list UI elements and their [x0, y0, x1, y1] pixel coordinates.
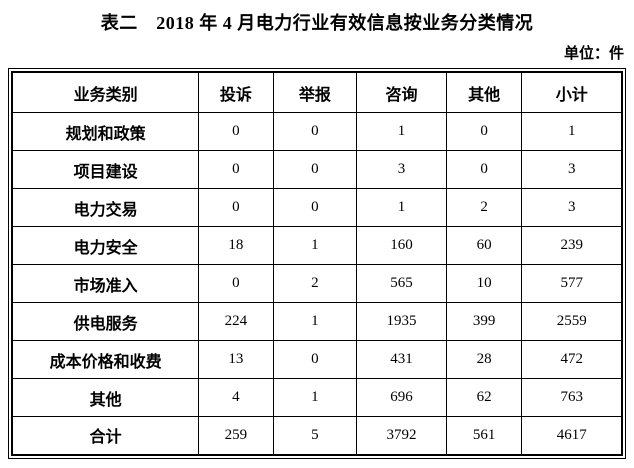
value-cell: 763 — [521, 378, 623, 417]
value-cell: 561 — [445, 416, 523, 455]
value-cell: 696 — [356, 378, 447, 417]
value-cell: 1 — [272, 226, 358, 265]
table-row: 规划和政策 0 0 1 0 1 — [11, 112, 623, 151]
value-cell: 10 — [445, 264, 523, 303]
value-cell: 1 — [272, 378, 358, 417]
value-cell: 1 — [272, 302, 358, 341]
value-cell: 431 — [356, 340, 447, 379]
value-cell: 2 — [445, 188, 523, 227]
value-cell: 3792 — [356, 416, 447, 455]
row-label-cell: 成本价格和收费 — [11, 340, 200, 379]
value-cell: 565 — [356, 264, 447, 303]
table-row: 市场准入 0 2 565 10 577 — [11, 264, 623, 303]
value-cell: 3 — [356, 150, 447, 189]
value-cell: 399 — [445, 302, 523, 341]
row-label-cell: 市场准入 — [11, 264, 200, 303]
row-label-cell: 电力交易 — [11, 188, 200, 227]
table-row: 成本价格和收费 13 0 431 28 472 — [11, 340, 623, 379]
value-cell: 13 — [198, 340, 274, 379]
column-header-category: 业务类别 — [11, 71, 200, 113]
value-cell: 0 — [198, 112, 274, 151]
value-cell: 60 — [445, 226, 523, 265]
value-cell: 0 — [445, 150, 523, 189]
value-cell: 0 — [198, 188, 274, 227]
value-cell: 0 — [198, 150, 274, 189]
row-label-cell: 合计 — [11, 416, 200, 455]
column-header-subtotal: 小计 — [521, 71, 623, 113]
unit-label: 单位：件 — [563, 46, 624, 62]
value-cell: 239 — [521, 226, 623, 265]
table-row: 其他 4 1 696 62 763 — [11, 378, 623, 417]
table-row: 合计 259 5 3792 561 4617 — [11, 416, 623, 455]
value-cell: 224 — [198, 302, 274, 341]
page-title: 表二 2018 年 4 月电力行业有效信息按业务分类情况 — [100, 13, 534, 33]
value-cell: 18 — [198, 226, 274, 265]
table-row: 电力安全 18 1 160 60 239 — [11, 226, 623, 265]
value-cell: 0 — [198, 264, 274, 303]
row-label-cell: 供电服务 — [11, 302, 200, 341]
column-header-complaints: 投诉 — [198, 71, 274, 113]
value-cell: 1 — [356, 188, 447, 227]
column-header-inquiries: 咨询 — [356, 71, 447, 113]
value-cell: 3 — [521, 188, 623, 227]
value-cell: 4617 — [521, 416, 623, 455]
value-cell: 0 — [272, 150, 358, 189]
value-cell: 472 — [521, 340, 623, 379]
table-row: 项目建设 0 0 3 0 3 — [11, 150, 623, 189]
value-cell: 259 — [198, 416, 274, 455]
value-cell: 2 — [272, 264, 358, 303]
table-border-frame: 业务类别 投诉 举报 咨询 其他 小计 规划和政策 0 0 1 0 1 项目建设 0 0 3 0 3 电… — [8, 68, 626, 459]
value-cell: 28 — [445, 340, 523, 379]
value-cell: 160 — [356, 226, 447, 265]
row-label-cell: 电力安全 — [11, 226, 200, 265]
data-table: 业务类别 投诉 举报 咨询 其他 小计 规划和政策 0 0 1 0 1 项目建设 0 0 3 0 3 电… — [11, 71, 623, 456]
value-cell: 0 — [272, 112, 358, 151]
row-label-cell: 其他 — [11, 378, 200, 417]
value-cell: 3 — [521, 150, 623, 189]
table-row: 供电服务 224 1 1935 399 2559 — [11, 302, 623, 341]
value-cell: 0 — [272, 340, 358, 379]
value-cell: 577 — [521, 264, 623, 303]
value-cell: 0 — [272, 188, 358, 227]
value-cell: 1 — [356, 112, 447, 151]
value-cell: 1935 — [356, 302, 447, 341]
value-cell: 5 — [272, 416, 358, 455]
header-row: 业务类别 投诉 举报 咨询 其他 小计 — [11, 71, 623, 113]
column-header-other: 其他 — [445, 71, 523, 113]
row-label-cell: 规划和政策 — [11, 112, 200, 151]
column-header-reports: 举报 — [272, 71, 358, 113]
value-cell: 4 — [198, 378, 274, 417]
value-cell: 62 — [445, 378, 523, 417]
value-cell: 1 — [521, 112, 623, 151]
value-cell: 0 — [445, 112, 523, 151]
value-cell: 2559 — [521, 302, 623, 341]
table-body: 规划和政策 0 0 1 0 1 项目建设 0 0 3 0 3 电力交易 0 0 1 2 3 电力安全 18 1 160 60… — [11, 112, 623, 455]
table-row: 电力交易 0 0 1 2 3 — [11, 188, 623, 227]
row-label-cell: 项目建设 — [11, 150, 200, 189]
